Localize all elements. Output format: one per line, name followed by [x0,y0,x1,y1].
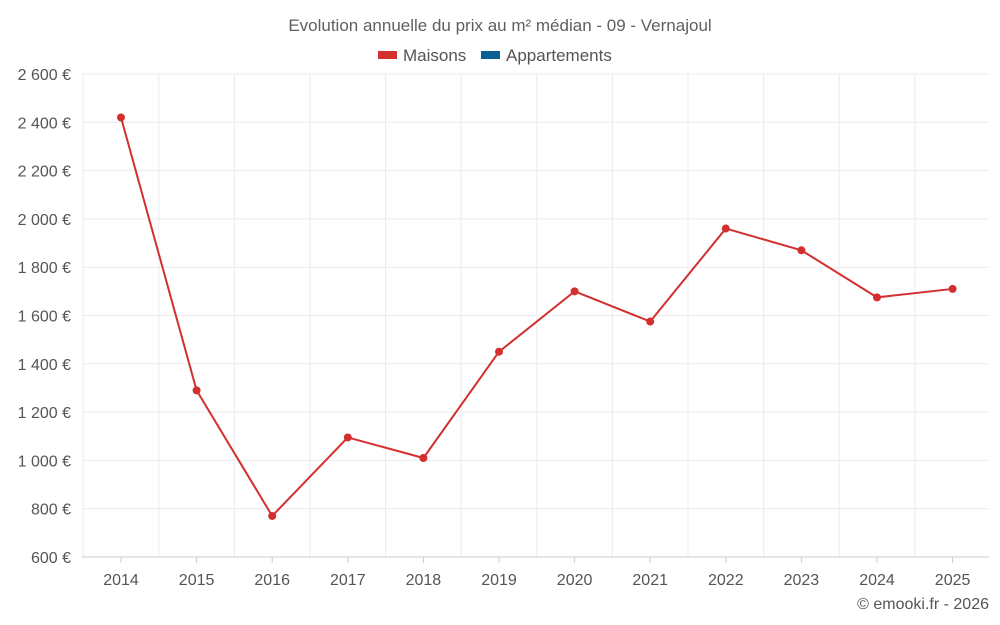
x-tick-label: 2024 [859,572,895,589]
y-tick-label: 2 000 € [18,212,71,229]
x-tick-label: 2014 [103,572,139,589]
x-tick-label: 2016 [254,572,290,589]
legend-swatch-maisons [378,51,397,59]
x-tick-label: 2025 [935,572,971,589]
y-tick-label: 1 800 € [18,260,71,277]
series-line-maisons [120,117,953,517]
y-tick-label: 1 600 € [18,309,71,326]
y-axis: 600 € 800 € 1 000 € 1 200 € 1 400 € 1 600 € 1 … [18,67,71,567]
data-point-2016[interactable] [268,511,277,520]
y-tick-label: 600 € [31,550,71,567]
legend-label-appartements: Appartements [506,46,612,65]
data-point-2023[interactable] [797,246,806,255]
y-tick-label: 800 € [31,502,71,519]
data-point-2024[interactable] [873,293,881,302]
series-maisons [117,113,957,520]
data-point-2025[interactable] [948,284,957,293]
legend-label-maisons: Maisons [403,46,466,65]
legend: Maisons Appartements [378,46,612,65]
gridlines [82,73,989,557]
x-tick-label: 2021 [632,572,668,589]
data-point-2021[interactable] [646,317,655,326]
data-point-2019[interactable] [495,347,503,356]
data-point-2014[interactable] [117,113,125,122]
x-tick-label: 2018 [406,572,442,589]
data-point-2020[interactable] [570,287,579,296]
y-tick-label: 1 400 € [18,357,71,374]
y-tick-label: 2 600 € [18,67,71,84]
data-point-2017[interactable] [343,433,352,442]
data-point-2015[interactable] [192,386,201,395]
x-tick-label: 2020 [557,572,593,589]
x-axis: 2014 2015 2016 2017 2018 2019 2020 2021 2022 2023… [82,556,989,589]
y-tick-label: 1 200 € [18,405,71,422]
x-tick-label: 2023 [784,572,820,589]
y-tick-label: 2 400 € [18,115,71,132]
legend-item-appartements[interactable]: Appartements [481,46,612,65]
chart-title: Evolution annuelle du prix au m² médian … [288,16,711,35]
y-tick-label: 1 000 € [18,453,71,470]
x-tick-label: 2015 [179,572,215,589]
x-tick-label: 2019 [481,572,517,589]
credit-text: © emooki.fr - 2026 [857,596,989,613]
data-point-2022[interactable] [721,224,730,233]
x-tick-label: 2017 [330,572,366,589]
x-tick-label: 2022 [708,572,744,589]
legend-item-maisons[interactable]: Maisons [378,46,466,65]
data-point-2018[interactable] [419,453,428,462]
legend-swatch-appartements [481,51,500,59]
y-tick-label: 2 200 € [18,164,71,181]
